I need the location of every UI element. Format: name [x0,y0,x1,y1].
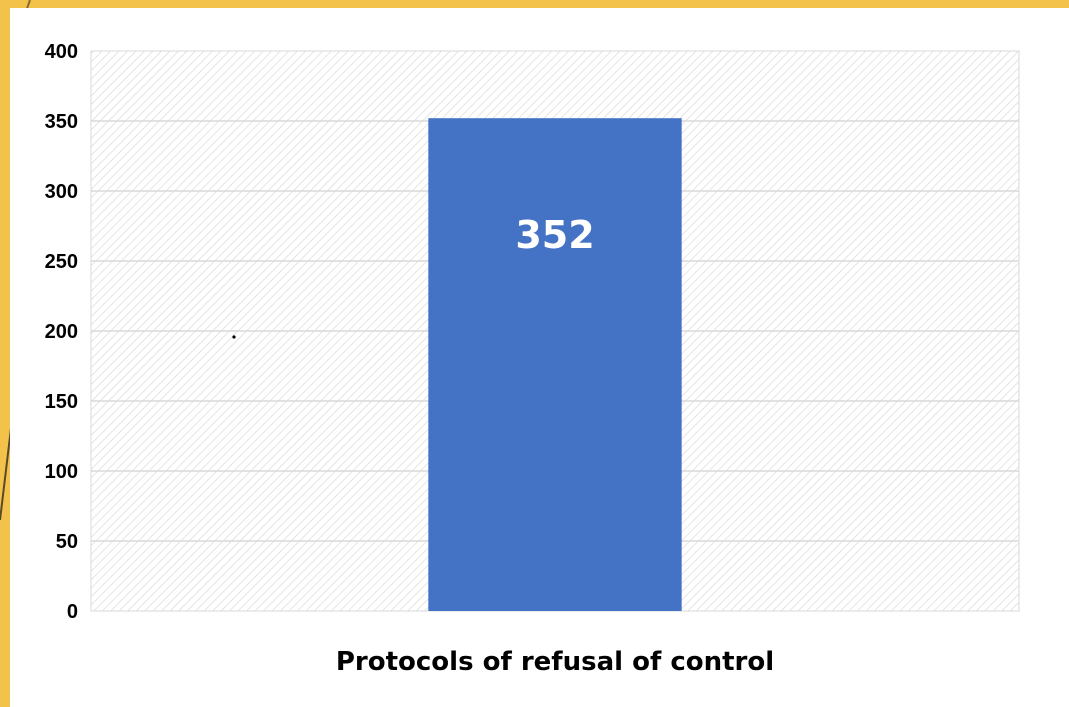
data-labels: 352 [515,213,594,257]
bars [428,118,682,611]
y-tick-label: 300 [45,181,78,203]
y-tick-label: 0 [67,601,78,623]
stray-dot [232,335,236,339]
y-tick-label: 250 [45,251,78,273]
y-tick-label: 100 [45,461,78,483]
bar-value-label: 352 [515,213,594,257]
category-labels: Protocols of refusal of control [336,647,774,677]
y-tick-label: 400 [45,41,78,63]
bar [428,118,682,611]
category-label: Protocols of refusal of control [336,647,774,677]
y-tick-label: 150 [45,391,78,413]
y-tick-label: 50 [56,531,78,553]
y-axis-ticks: 0 50 100 150 200 250 300 350 400 [45,41,78,623]
y-tick-label: 200 [45,321,78,343]
y-tick-label: 350 [45,111,78,133]
